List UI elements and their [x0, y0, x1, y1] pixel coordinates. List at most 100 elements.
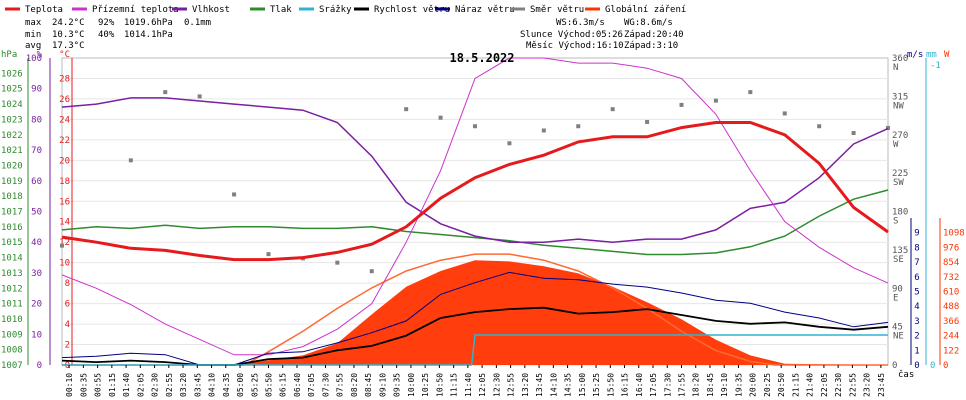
tick-label-hum: 80: [31, 115, 42, 125]
tick-label-dir: 270: [892, 131, 908, 141]
tick-label-press: 1018: [1, 192, 23, 202]
legend-label: Směr větru: [530, 5, 584, 15]
stat-min-label: min: [25, 30, 41, 40]
tick-label-hum: 60: [31, 177, 42, 187]
x-tick-label: 08:20: [350, 373, 359, 397]
tick-label-wind: 7: [914, 258, 919, 268]
tick-label-temp: 16: [59, 197, 70, 207]
tick-label-hum: 0: [37, 361, 42, 371]
tick-label-press: 1014: [1, 254, 23, 264]
tick-label-dir: 315: [892, 92, 908, 102]
axis-label-rain: mm: [926, 50, 937, 60]
tick-label-hum: 10: [31, 330, 42, 340]
tick-label-hum: 100: [26, 54, 42, 64]
x-tick-label: 01:15: [108, 373, 117, 397]
x-tick-label: 12:55: [507, 373, 516, 397]
x-tick-label: 06:40: [293, 373, 302, 397]
x-tick-label: 19:35: [734, 373, 743, 397]
x-tick-label: 00:55: [94, 373, 103, 397]
x-tick-label: 23:20: [863, 373, 872, 397]
tick-label-rad: 244: [943, 332, 959, 342]
x-axis-label: čas: [898, 369, 914, 380]
tick-label-rad: 854: [943, 258, 959, 268]
x-tick-label: 11:40: [464, 373, 473, 397]
stat-max-temp: 24.2°C: [52, 18, 85, 28]
tick-label-hum: 70: [31, 146, 42, 156]
x-tick-label: 10:50: [435, 373, 444, 397]
stat-avg-temp: 17.3°C: [52, 41, 85, 51]
x-tick-label: 20:00: [749, 373, 758, 397]
tick-label-press: 1008: [1, 346, 23, 356]
x-tick-label: 00:35: [79, 373, 88, 397]
tick-label-press: 1015: [1, 238, 23, 248]
tick-label-press: 1012: [1, 284, 23, 294]
tick-label-rad: 122: [943, 346, 959, 356]
tick-label-dir-compass: E: [893, 293, 898, 303]
point-wind-dir: [541, 128, 546, 133]
legend-label: Náraz větru: [455, 5, 515, 15]
x-tick-label: 09:10: [378, 373, 387, 397]
tick-label-wind: 2: [914, 332, 919, 342]
tick-label-temp: 4: [65, 320, 70, 330]
x-tick-label: 00:10: [65, 373, 74, 397]
tick-label-dir-compass: NW: [893, 101, 904, 111]
tick-label-dir-compass: SE: [893, 255, 904, 265]
tick-label-temp: 8: [65, 279, 70, 289]
legend-label: Vlhkost: [192, 5, 230, 15]
point-wind-dir: [232, 192, 237, 197]
axis-label-temp: °C: [59, 50, 70, 60]
stat-max-press: 1019.6hPa: [124, 18, 173, 28]
legend-label: Přízemní teplota: [92, 5, 179, 15]
tick-label-wind: 6: [914, 273, 919, 283]
tick-label-rad: 366: [943, 317, 959, 327]
x-tick-label: 04:35: [222, 373, 231, 397]
x-tick-label: 20:25: [763, 373, 772, 397]
tick-label-press: 1023: [1, 115, 23, 125]
point-wind-dir: [782, 111, 787, 116]
tick-label-rain: -1: [930, 61, 941, 71]
x-tick-label: 05:25: [250, 373, 259, 397]
tick-label-wind: 8: [914, 243, 919, 253]
axis-label-rad: W: [944, 50, 950, 60]
tick-label-rad: 732: [943, 273, 959, 283]
x-tick-label: 06:15: [279, 373, 288, 397]
x-tick-label: 03:20: [179, 373, 188, 397]
x-tick-label: 20:50: [777, 373, 786, 397]
tick-label-dir: 180: [892, 208, 908, 218]
tick-label-temp: 18: [59, 177, 70, 187]
legend-label: Tlak: [270, 5, 292, 15]
point-wind-dir: [197, 94, 202, 99]
info-sun: Slunce Východ:05:26: [520, 30, 623, 40]
x-tick-label: 16:40: [635, 373, 644, 397]
legend-label: Globální záření: [605, 5, 686, 15]
point-wind-dir: [645, 119, 650, 124]
point-wind-dir: [438, 115, 443, 120]
tick-label-press: 1019: [1, 177, 23, 187]
legend: Teplota Přízemní teplota Vlhkost Tlak Srážky…: [5, 5, 686, 15]
x-tick-label: 05:00: [236, 373, 245, 397]
point-wind-dir: [335, 260, 340, 265]
x-tick-label: 18:20: [692, 373, 701, 397]
tick-label-temp: 26: [59, 95, 70, 105]
x-tick-label: 05:50: [265, 373, 274, 397]
point-wind-dir: [576, 124, 581, 129]
x-tick-label: 10:00: [407, 373, 416, 397]
x-tick-label: 09:35: [393, 373, 402, 397]
tick-label-press: 1009: [1, 330, 23, 340]
x-tick-label: 04:10: [208, 373, 217, 397]
tick-label-temp: 20: [59, 156, 70, 166]
info-ws: WS:6.3m/s: [556, 18, 605, 28]
tick-label-rad: 0: [943, 361, 948, 371]
point-wind-dir: [817, 124, 822, 129]
tick-label-press: 1022: [1, 131, 23, 141]
tick-label-press: 1016: [1, 223, 23, 233]
stat-min-hum: 40%: [98, 30, 115, 40]
x-tick-label: 07:55: [336, 373, 345, 397]
tick-label-hum: 50: [31, 208, 42, 218]
x-tick-label: 15:00: [578, 373, 587, 397]
tick-label-rad: 976: [943, 243, 959, 253]
tick-label-dir: 90: [892, 284, 903, 294]
series-pressure: [61, 189, 889, 256]
tick-label-press: 1007: [1, 361, 23, 371]
tick-label-temp: 28: [59, 74, 70, 84]
